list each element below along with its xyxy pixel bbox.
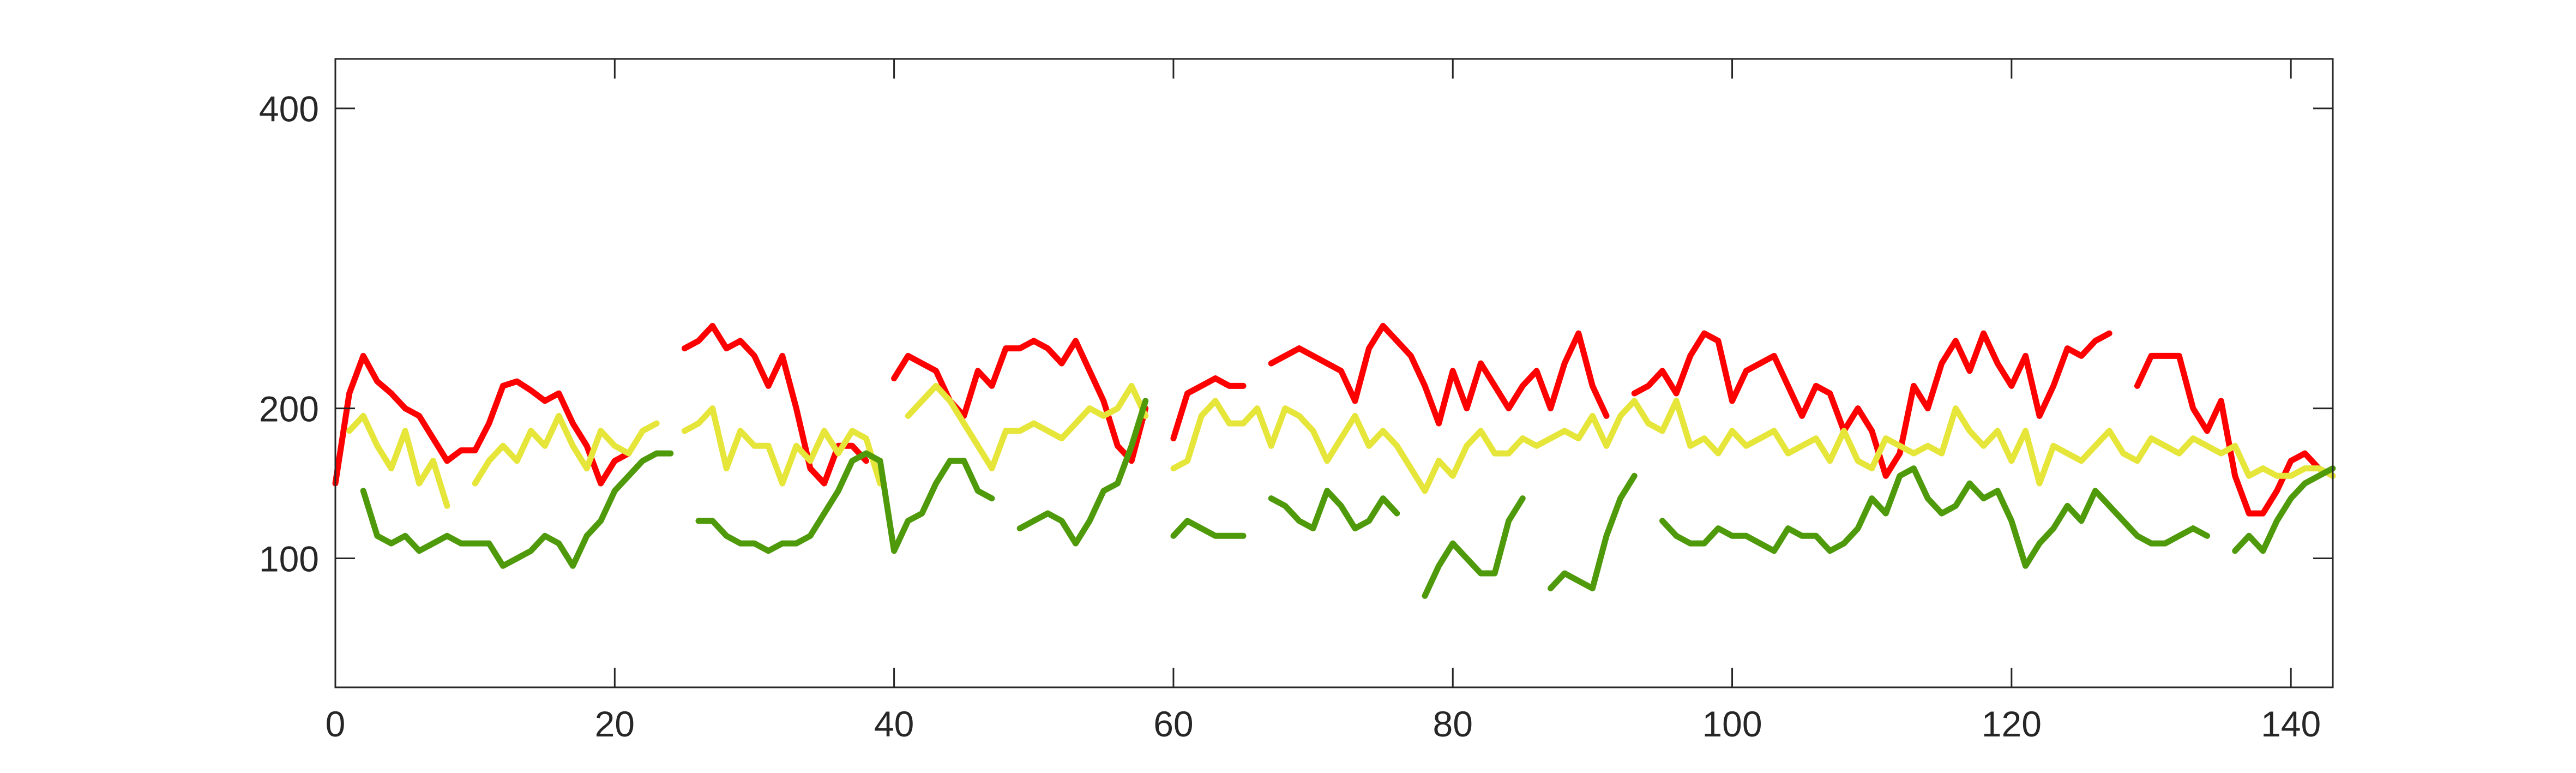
x-tick-label: 100 (1702, 704, 1762, 744)
axes-box (334, 58, 2334, 688)
data-line (332, 322, 2336, 517)
x-tick-label: 140 (2261, 704, 2321, 744)
x-tick-label: 0 (326, 704, 346, 744)
x-tick-label: 40 (874, 704, 914, 744)
x-tick-label: 20 (595, 704, 635, 744)
x-tick-label: 60 (1153, 704, 1193, 744)
x-tick-label: 120 (1982, 704, 2042, 744)
data-line (346, 382, 2336, 509)
y-tick-label: 100 (259, 539, 319, 579)
data-line (360, 398, 2336, 599)
x-tick-label: 80 (1433, 704, 1473, 744)
y-tick-label: 200 (259, 389, 319, 429)
y-tick-label: 400 (259, 89, 319, 129)
